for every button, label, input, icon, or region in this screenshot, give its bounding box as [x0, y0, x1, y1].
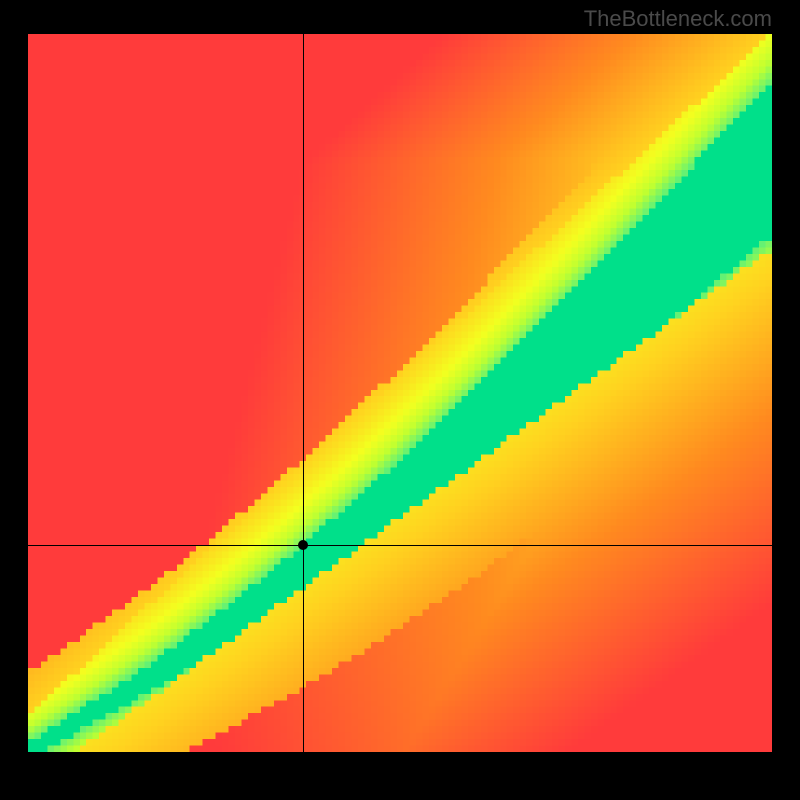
bottleneck-heatmap [28, 34, 772, 752]
watermark-text: TheBottleneck.com [584, 6, 772, 32]
chart-plot-area [28, 34, 772, 752]
crosshair-marker [298, 540, 308, 550]
crosshair-horizontal [28, 545, 772, 546]
crosshair-vertical [303, 34, 304, 752]
